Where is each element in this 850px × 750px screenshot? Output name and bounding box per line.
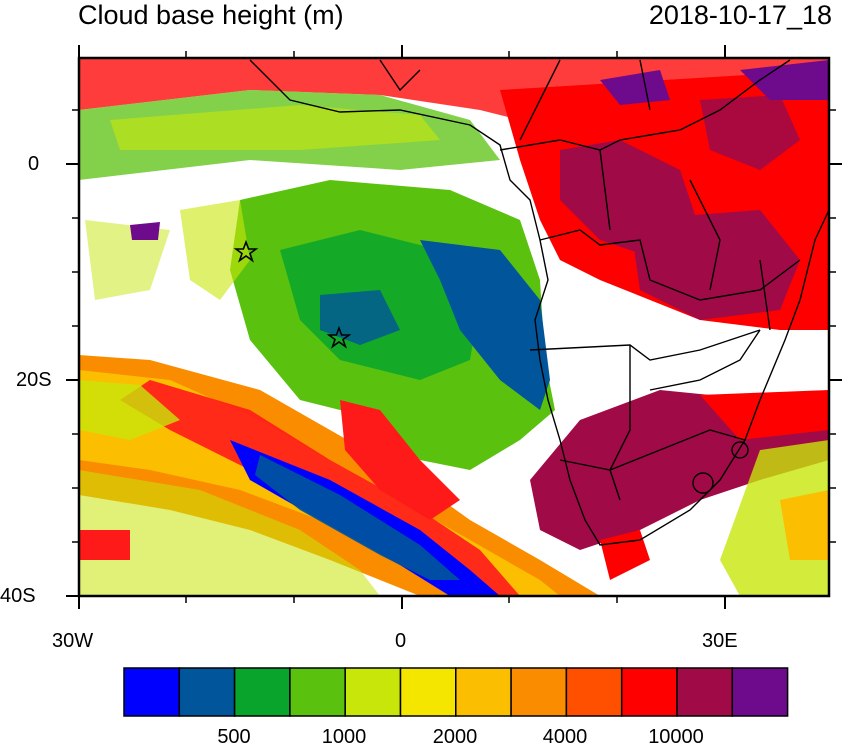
colorbar-swatch bbox=[620, 667, 678, 717]
x-tick-label: 30W bbox=[52, 630, 94, 652]
colorbar-label: 500 bbox=[217, 726, 251, 748]
low-cloud-core bbox=[420, 240, 550, 410]
x-tick-label: 0 bbox=[395, 630, 407, 652]
map-frame bbox=[77, 56, 831, 598]
colorbar-swatch bbox=[510, 667, 568, 717]
colorbar-swatch bbox=[233, 667, 291, 717]
map-title: Cloud base height (m) bbox=[78, 0, 344, 30]
map-timestamp: 2018-10-17_18 bbox=[648, 0, 832, 30]
colorbar-label: 10000 bbox=[648, 726, 704, 748]
coastline-borders bbox=[249, 59, 829, 546]
x-tick-label: 30E bbox=[702, 630, 738, 652]
map-field bbox=[79, 58, 829, 596]
colorbar-swatch bbox=[178, 667, 236, 717]
star-marker bbox=[233, 239, 259, 263]
colorbar-label: 4000 bbox=[542, 726, 588, 748]
colorbar bbox=[123, 667, 789, 717]
minor-ticks bbox=[72, 51, 836, 603]
colorbar-swatch bbox=[289, 667, 346, 717]
major-ticks bbox=[66, 45, 842, 609]
colorbar-label: 1000 bbox=[321, 726, 367, 748]
colorbar-swatch bbox=[399, 667, 457, 717]
colorbar-label: 2000 bbox=[432, 726, 478, 748]
star-marker bbox=[326, 325, 352, 349]
y-tick-label: 20S bbox=[16, 369, 52, 391]
colorbar-swatch bbox=[565, 667, 623, 717]
y-tick-label: 0 bbox=[28, 153, 40, 175]
colorbar-swatch bbox=[344, 667, 402, 717]
y-tick-label: 40S bbox=[0, 585, 36, 607]
colorbar-swatch bbox=[123, 667, 181, 717]
colorbar-swatch bbox=[455, 667, 512, 717]
colorbar-swatch bbox=[731, 667, 789, 717]
colorbar-swatch bbox=[676, 667, 734, 717]
site-markers bbox=[233, 239, 352, 349]
